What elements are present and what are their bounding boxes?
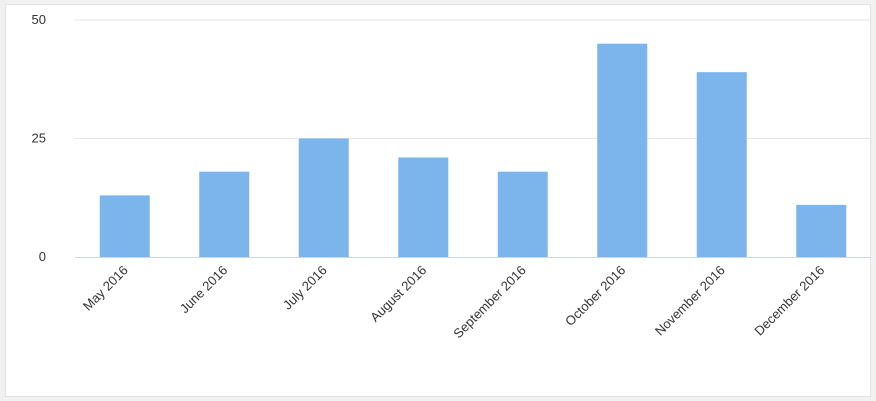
bar-series bbox=[99, 43, 847, 258]
bar[interactable] bbox=[99, 195, 150, 257]
x-category-label: May 2016 bbox=[80, 263, 131, 314]
bar[interactable] bbox=[497, 171, 548, 257]
x-category-label: June 2016 bbox=[177, 263, 231, 317]
bar[interactable] bbox=[398, 157, 449, 257]
bar[interactable] bbox=[796, 204, 847, 257]
x-category-label: July 2016 bbox=[280, 263, 330, 313]
x-category-label: November 2016 bbox=[652, 263, 728, 339]
x-category-label: October 2016 bbox=[562, 263, 628, 329]
y-tick-label: 0 bbox=[39, 249, 46, 264]
bar[interactable] bbox=[199, 171, 250, 257]
bar[interactable] bbox=[298, 138, 349, 258]
y-tick-label: 50 bbox=[32, 12, 46, 27]
y-tick-label: 25 bbox=[32, 131, 46, 146]
gridlines bbox=[75, 19, 871, 139]
x-category-label: August 2016 bbox=[367, 263, 429, 325]
bar[interactable] bbox=[696, 72, 747, 257]
x-category-label: December 2016 bbox=[751, 263, 827, 339]
bar[interactable] bbox=[597, 43, 648, 258]
y-axis-tick-labels: 0 25 50 bbox=[32, 12, 46, 264]
x-axis-category-labels: May 2016 June 2016 July 2016 August 2016 Sep… bbox=[80, 263, 827, 342]
x-category-label: September 2016 bbox=[450, 263, 529, 342]
